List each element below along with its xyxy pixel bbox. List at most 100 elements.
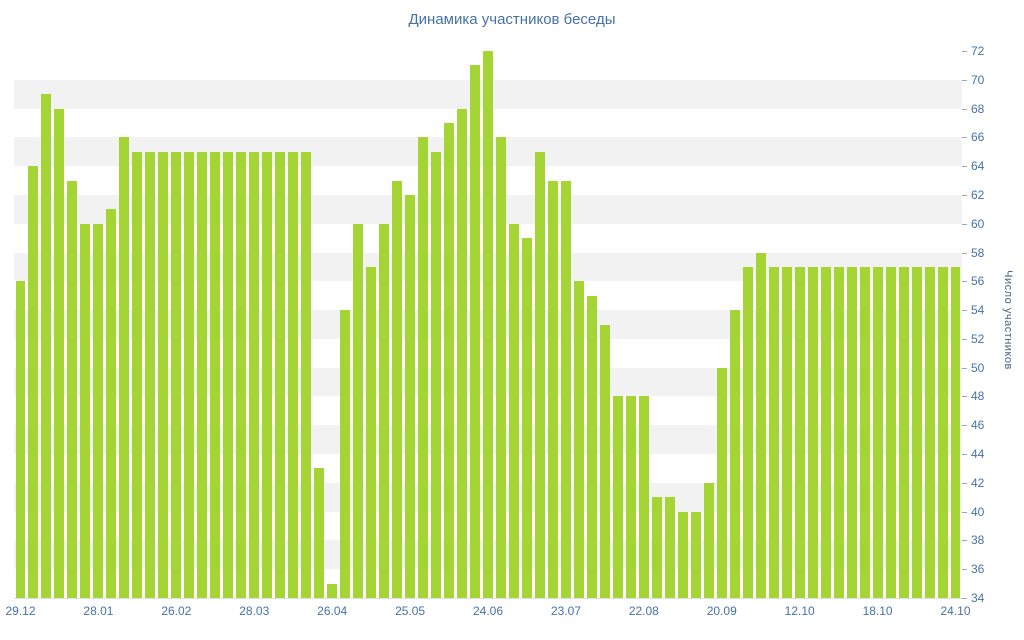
bar[interactable] xyxy=(508,223,519,598)
bar[interactable] xyxy=(67,180,78,598)
y-tick-label: 48 xyxy=(971,389,985,404)
y-tick-label: 64 xyxy=(971,159,985,174)
y-tick xyxy=(962,194,967,196)
y-tick-label: 46 xyxy=(971,418,985,433)
y-tick-label: 44 xyxy=(971,447,985,462)
bar[interactable] xyxy=(379,223,390,598)
bar[interactable] xyxy=(560,180,571,598)
bar[interactable] xyxy=(755,252,766,598)
bar[interactable] xyxy=(729,310,740,598)
bar[interactable] xyxy=(859,266,870,598)
bar[interactable] xyxy=(846,266,857,598)
y-tick xyxy=(962,166,967,168)
bar[interactable] xyxy=(431,151,442,598)
bar[interactable] xyxy=(119,137,130,598)
y-tick-label: 66 xyxy=(971,130,985,145)
bar[interactable] xyxy=(573,281,584,598)
bar[interactable] xyxy=(457,108,468,598)
y-tick xyxy=(962,137,967,139)
bar[interactable] xyxy=(210,151,221,598)
bar[interactable] xyxy=(405,194,416,598)
y-tick-label: 70 xyxy=(971,72,985,87)
bar[interactable] xyxy=(327,583,338,598)
bar[interactable] xyxy=(15,281,26,598)
bar[interactable] xyxy=(171,151,182,598)
bar[interactable] xyxy=(937,266,948,598)
bar[interactable] xyxy=(833,266,844,598)
x-tick-label: 25.05 xyxy=(395,604,426,618)
bar[interactable] xyxy=(275,151,286,598)
y-tick-label: 36 xyxy=(971,562,985,577)
bar[interactable] xyxy=(612,396,623,598)
bar[interactable] xyxy=(106,209,117,598)
bar[interactable] xyxy=(93,223,104,598)
bar[interactable] xyxy=(703,482,714,598)
bar[interactable] xyxy=(495,137,506,598)
bar[interactable] xyxy=(898,266,909,598)
bar[interactable] xyxy=(236,151,247,598)
bar[interactable] xyxy=(924,266,935,598)
bar[interactable] xyxy=(911,266,922,598)
bar[interactable] xyxy=(288,151,299,598)
bar[interactable] xyxy=(54,108,65,598)
bar[interactable] xyxy=(470,65,480,598)
bar[interactable] xyxy=(197,151,208,598)
bar[interactable] xyxy=(781,266,792,598)
bar[interactable] xyxy=(742,266,753,598)
y-tick-label: 38 xyxy=(971,533,985,548)
bar[interactable] xyxy=(807,266,818,598)
bar[interactable] xyxy=(418,137,429,598)
bar[interactable] xyxy=(820,266,831,598)
bar[interactable] xyxy=(340,310,351,598)
bar[interactable] xyxy=(314,468,325,598)
bar[interactable] xyxy=(249,151,260,598)
bar[interactable] xyxy=(132,151,143,598)
chart-title: Динамика участников беседы xyxy=(408,11,616,28)
y-tick xyxy=(962,396,967,398)
plot-area xyxy=(14,51,962,598)
x-tick-label: 20.09 xyxy=(706,604,737,618)
bar[interactable] xyxy=(145,151,156,598)
bar[interactable] xyxy=(392,180,403,598)
bar[interactable] xyxy=(262,151,273,598)
bar[interactable] xyxy=(716,367,727,598)
bar[interactable] xyxy=(223,151,234,598)
bar[interactable] xyxy=(872,266,883,598)
bar[interactable] xyxy=(534,151,545,598)
bar[interactable] xyxy=(651,497,662,598)
y-tick-label: 68 xyxy=(971,101,985,116)
bar[interactable] xyxy=(184,151,195,598)
bar[interactable] xyxy=(586,295,597,598)
bar[interactable] xyxy=(638,396,649,598)
bar[interactable] xyxy=(158,151,169,598)
bar[interactable] xyxy=(690,511,701,598)
bar[interactable] xyxy=(41,94,52,598)
bar[interactable] xyxy=(599,324,610,598)
bar[interactable] xyxy=(664,497,675,598)
bar[interactable] xyxy=(625,396,636,598)
bar[interactable] xyxy=(80,223,91,598)
y-tick-label: 42 xyxy=(971,475,985,490)
bar[interactable] xyxy=(950,266,961,598)
bar[interactable] xyxy=(444,122,455,598)
bar[interactable] xyxy=(885,266,896,598)
bar[interactable] xyxy=(301,151,312,598)
x-tick-label: 18.10 xyxy=(862,604,893,618)
y-tick-label: 62 xyxy=(971,187,985,202)
bar[interactable] xyxy=(521,238,532,598)
x-tick-label: 29.12 xyxy=(5,604,36,618)
bar[interactable] xyxy=(28,166,39,598)
y-tick xyxy=(962,454,967,456)
bar[interactable] xyxy=(353,223,364,598)
y-tick-label: 54 xyxy=(971,303,985,318)
bar[interactable] xyxy=(768,266,779,598)
y-tick xyxy=(962,108,967,110)
y-tick xyxy=(962,367,967,369)
bar[interactable] xyxy=(366,266,377,598)
x-tick-label: 23.07 xyxy=(550,604,581,618)
bar[interactable] xyxy=(547,180,558,598)
bar[interactable] xyxy=(794,266,805,598)
y-tick xyxy=(962,310,967,312)
bar[interactable] xyxy=(677,511,688,598)
bar[interactable] xyxy=(483,51,493,598)
